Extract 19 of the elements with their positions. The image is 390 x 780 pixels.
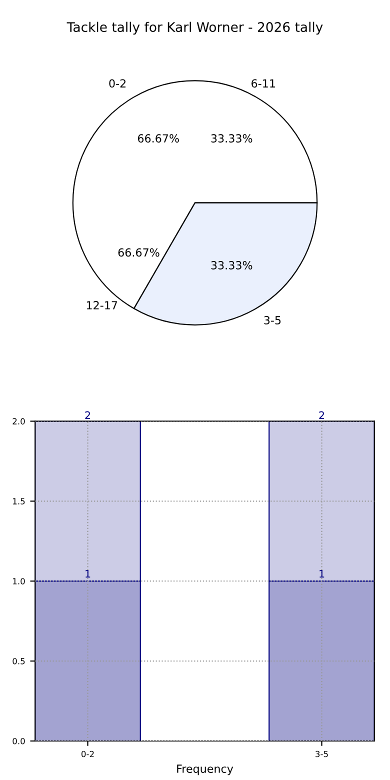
y-tick-label: 0.0 (12, 738, 25, 744)
slice-label: 0-2 (109, 79, 126, 88)
text: 6-11 (252, 79, 275, 88)
y-tick-label: 2.0 (12, 418, 25, 424)
total-label: 2 (319, 411, 324, 420)
text: 66.67% (118, 248, 160, 257)
data-label: 33.33% (211, 261, 252, 270)
data-label: 1 (86, 570, 90, 578)
text: 33.33% (211, 134, 252, 143)
x-axis-title: Frequency (177, 764, 234, 776)
chart-title: Tackle tally for Karl Worner - 2026 tally (66, 22, 323, 35)
y-tick-label: 1.0 (13, 578, 25, 584)
y-tick-label: 0.5 (12, 658, 25, 664)
text: 12-17 (86, 301, 118, 310)
data-label: 1 (320, 570, 324, 578)
slice-label: 3-5 (264, 316, 281, 324)
data-label: 66.67% (138, 134, 179, 143)
total-label: 2 (85, 411, 90, 420)
y-tick-label: 1.5 (13, 498, 25, 504)
